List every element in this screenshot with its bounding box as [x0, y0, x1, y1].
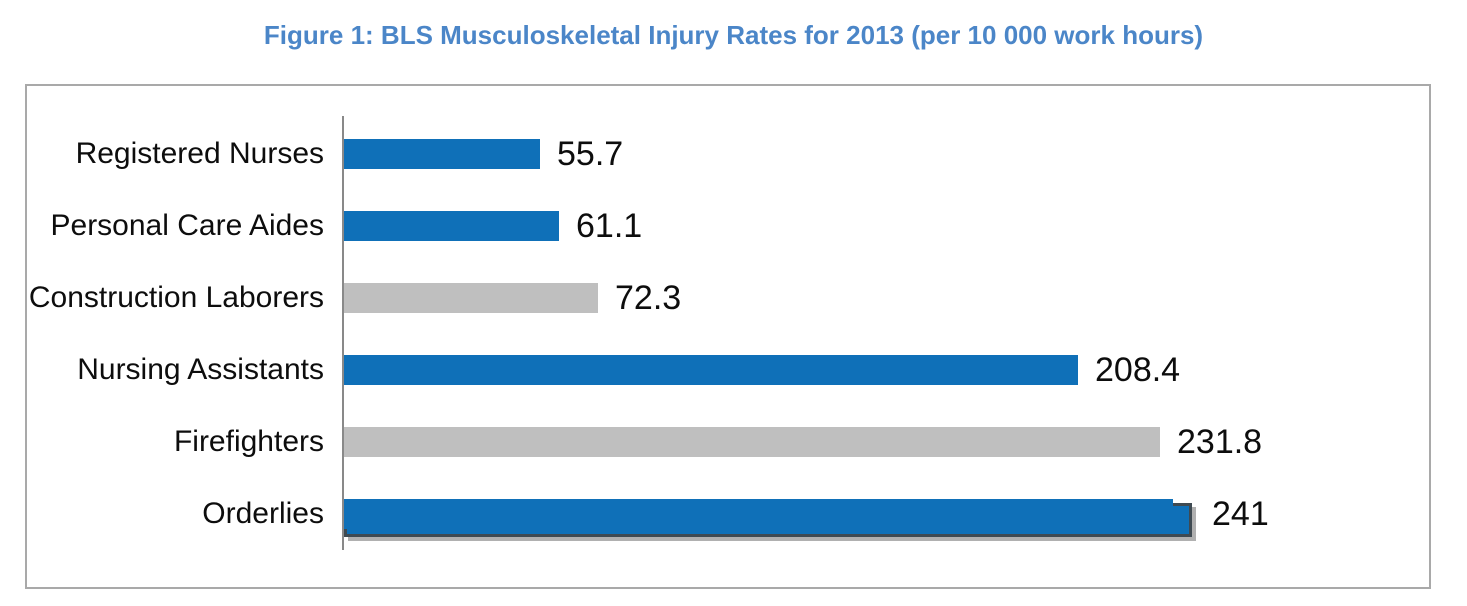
- value-label-personal-care-aides: 61.1: [576, 206, 643, 245]
- bar-construction-laborers[interactable]: [344, 283, 598, 313]
- value-label-registered-nurses: 55.7: [557, 134, 624, 173]
- chart-row-orderlies: Orderlies 241: [27, 478, 1429, 550]
- chart-row-construction-laborers: Construction Laborers 72.3: [27, 262, 1429, 334]
- bar-personal-care-aides[interactable]: [344, 211, 559, 241]
- chart-plot-area: Registered Nurses 55.7 Personal Care Aides…: [25, 84, 1431, 589]
- category-label-nursing-assistants: Nursing Assistants: [77, 353, 324, 386]
- category-label-orderlies: Orderlies: [202, 497, 324, 530]
- chart-row-registered-nurses: Registered Nurses 55.7: [27, 118, 1429, 190]
- chart-row-firefighters: Firefighters 231.8: [27, 406, 1429, 478]
- chart-row-nursing-assistants: Nursing Assistants 208.4: [27, 334, 1429, 406]
- category-label-registered-nurses: Registered Nurses: [75, 137, 324, 170]
- chart-title: Figure 1: BLS Musculoskeletal Injury Rat…: [263, 20, 1204, 50]
- chart-row-personal-care-aides: Personal Care Aides 61.1: [27, 190, 1429, 262]
- value-label-firefighters: 231.8: [1177, 422, 1263, 461]
- value-label-nursing-assistants: 208.4: [1095, 350, 1181, 389]
- bar-nursing-assistants[interactable]: [344, 355, 1078, 385]
- category-axis-line: [342, 116, 344, 550]
- value-label-construction-laborers: 72.3: [615, 278, 682, 317]
- value-label-orderlies: 241: [1212, 494, 1269, 533]
- category-label-construction-laborers: Construction Laborers: [28, 281, 324, 314]
- bar-orderlies[interactable]: [344, 499, 1173, 529]
- bar-registered-nurses[interactable]: [344, 139, 540, 169]
- category-label-firefighters: Firefighters: [173, 425, 324, 458]
- category-label-personal-care-aides: Personal Care Aides: [50, 209, 325, 242]
- bar-firefighters[interactable]: [344, 427, 1160, 457]
